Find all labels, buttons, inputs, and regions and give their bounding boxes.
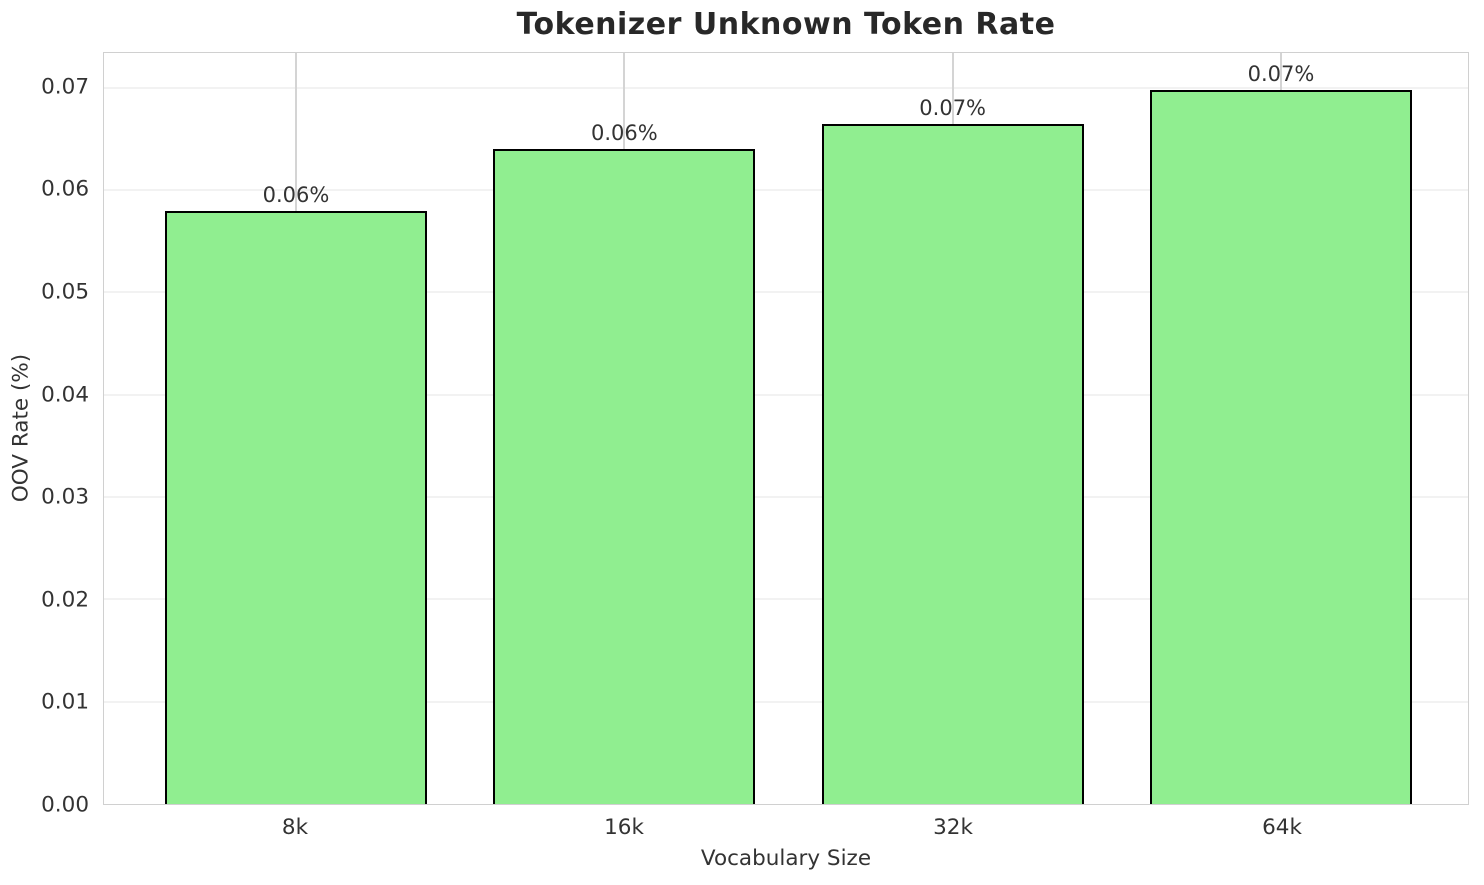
horizontal-gridline bbox=[104, 86, 1468, 89]
bars-layer: 0.06% 0.06% 0.07% 0.07% bbox=[104, 53, 1468, 804]
y-tick-label: 0.05 bbox=[41, 279, 89, 305]
bar-value-label: 0.07% bbox=[1247, 61, 1315, 86]
x-axis-tick-labels: 8k 16k 32k 64k bbox=[103, 815, 1469, 840]
y-tick-label: 0.01 bbox=[41, 689, 89, 715]
x-axis-label: Vocabulary Size bbox=[700, 846, 872, 871]
horizontal-gridline bbox=[104, 393, 1468, 396]
bar-group-32k: 0.07% bbox=[821, 53, 1084, 804]
horizontal-gridline bbox=[104, 189, 1468, 192]
horizontal-gridline bbox=[104, 496, 1468, 499]
bar-value-label: 0.06% bbox=[590, 121, 658, 146]
horizontal-gridline bbox=[104, 700, 1468, 703]
y-tick-label: 0.02 bbox=[41, 587, 89, 613]
y-tick-label: 0.03 bbox=[41, 484, 89, 510]
y-tick-label: 0.06 bbox=[41, 176, 89, 202]
x-tick-label-16k: 16k bbox=[604, 815, 644, 840]
bar-64k: 0.07% bbox=[1149, 62, 1412, 804]
x-tick-label-8k: 8k bbox=[281, 815, 309, 840]
bar-group-16k: 0.06% bbox=[493, 53, 756, 804]
bar-16k: 0.06% bbox=[493, 121, 756, 804]
y-tick-label: 0.00 bbox=[41, 792, 89, 818]
x-tick-label-32k: 32k bbox=[933, 815, 973, 840]
bar-8k: 0.06% bbox=[165, 183, 427, 804]
bar-value-label: 0.06% bbox=[262, 182, 330, 207]
y-tick-label: 0.04 bbox=[41, 382, 89, 408]
chart-title: Tokenizer Unknown Token Rate bbox=[516, 7, 1056, 42]
plot-area: 0.06% 0.06% 0.07% 0.07% bbox=[103, 52, 1469, 805]
y-tick-label: 0.07 bbox=[41, 74, 89, 100]
horizontal-gridline bbox=[104, 291, 1468, 294]
bar-value-label: 0.07% bbox=[919, 95, 987, 120]
y-axis-tick-labels: 0.00 0.01 0.02 0.03 0.04 0.05 0.06 0.07 bbox=[0, 52, 89, 817]
x-tick-label-64k: 64k bbox=[1262, 815, 1302, 840]
gridlines-layer bbox=[104, 53, 1468, 804]
bar-group-8k: 0.06% bbox=[165, 53, 427, 804]
bar-group-64k: 0.07% bbox=[1149, 53, 1412, 804]
horizontal-gridline bbox=[104, 598, 1468, 601]
bar-32k: 0.07% bbox=[821, 96, 1084, 804]
